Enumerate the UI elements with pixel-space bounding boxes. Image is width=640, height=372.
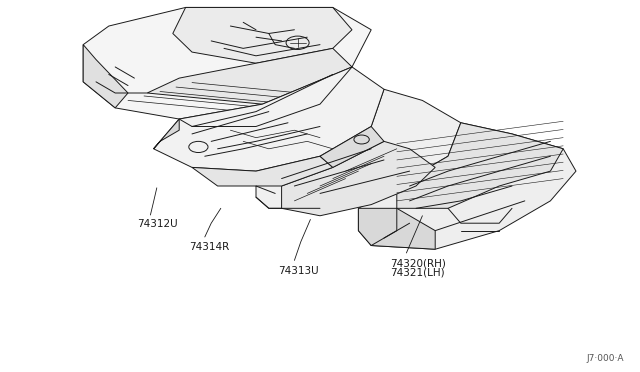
Polygon shape — [154, 119, 179, 149]
Text: 74312U: 74312U — [138, 219, 178, 230]
Polygon shape — [256, 89, 461, 208]
Polygon shape — [282, 141, 435, 216]
Text: 74321(LH): 74321(LH) — [390, 267, 445, 277]
Text: J7·000·A: J7·000·A — [586, 354, 624, 363]
Text: 74314R: 74314R — [189, 242, 229, 252]
Polygon shape — [83, 45, 128, 108]
Polygon shape — [192, 156, 333, 186]
Polygon shape — [358, 123, 576, 249]
Text: 74320(RH): 74320(RH) — [390, 259, 446, 269]
Polygon shape — [154, 67, 384, 171]
Text: 74313U: 74313U — [278, 266, 319, 276]
Polygon shape — [173, 7, 352, 63]
Polygon shape — [397, 123, 563, 208]
Polygon shape — [83, 7, 371, 119]
Polygon shape — [320, 126, 384, 167]
Polygon shape — [147, 48, 352, 104]
Polygon shape — [358, 208, 435, 249]
